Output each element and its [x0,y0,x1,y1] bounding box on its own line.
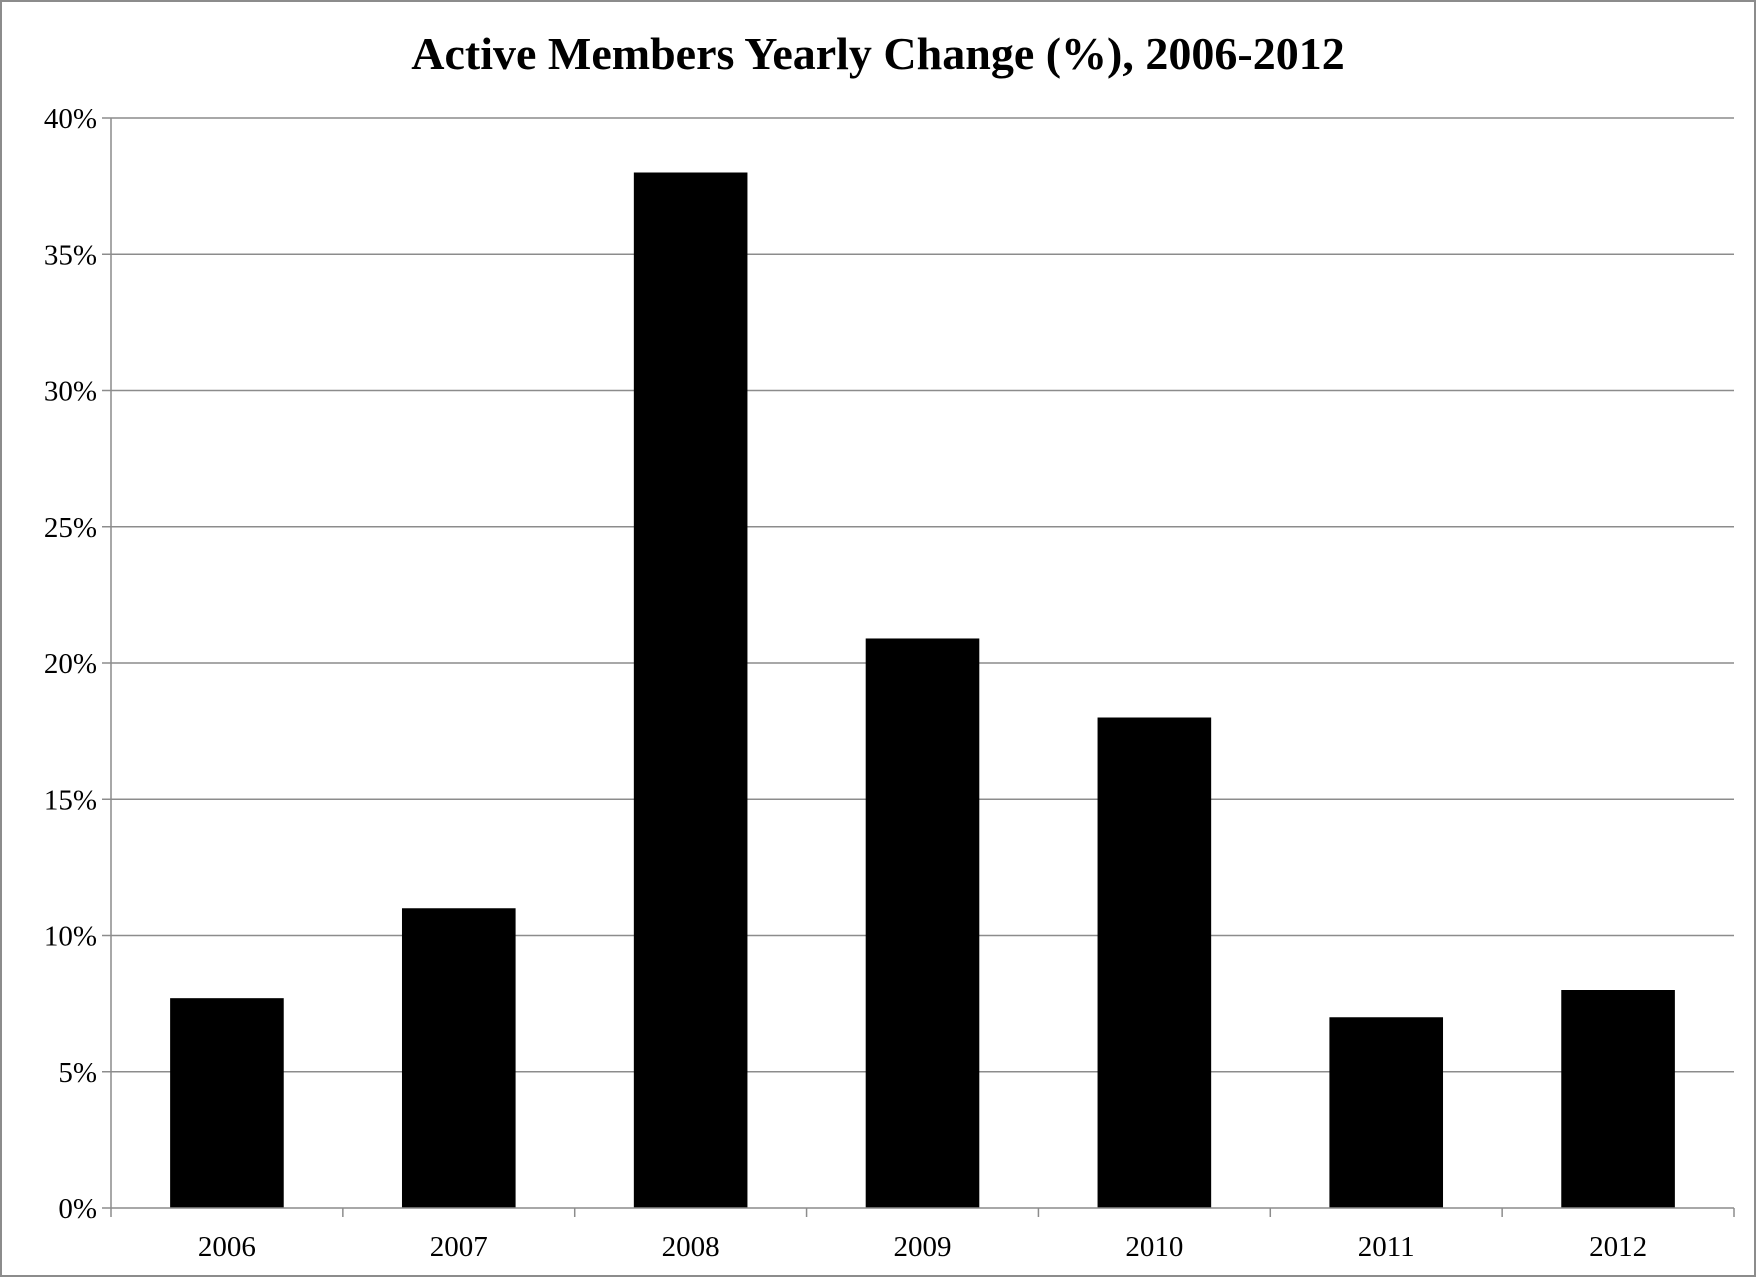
bar-2007 [401,908,516,1208]
y-tick-label: 40% [44,103,97,135]
bar-2008 [633,172,748,1208]
chart-title: Active Members Yearly Change (%), 2006-2… [411,28,1345,79]
tick-labels: 0% 5% 10% 15% 20% 25% 30% 35% 40% 2006 2007 2008 200… [44,103,1647,1263]
bar-2010 [1097,717,1212,1208]
x-tick-label: 2008 [662,1231,720,1263]
y-tick-label: 15% [44,784,97,816]
x-tick-label: 2010 [1125,1231,1183,1263]
y-tick-label: 10% [44,921,97,953]
y-tick-label: 30% [44,376,97,408]
bar-2006 [170,998,284,1208]
axes [102,117,1735,1217]
y-tick-label: 5% [58,1057,97,1089]
y-tick-label: 20% [44,648,97,680]
x-tick-label: 2009 [894,1231,952,1263]
bar-2012 [1561,990,1675,1208]
bar-2011 [1329,1017,1444,1208]
y-tick-label: 25% [44,512,97,544]
x-tick-label: 2011 [1358,1231,1415,1263]
bars [170,172,1675,1208]
x-tick-label: 2006 [198,1231,256,1263]
y-tick-label: 35% [44,239,97,271]
bar-2009 [865,638,980,1208]
y-tick-label: 0% [58,1193,97,1225]
x-tick-label: 2007 [430,1231,488,1263]
x-tick-label: 2012 [1589,1231,1647,1263]
